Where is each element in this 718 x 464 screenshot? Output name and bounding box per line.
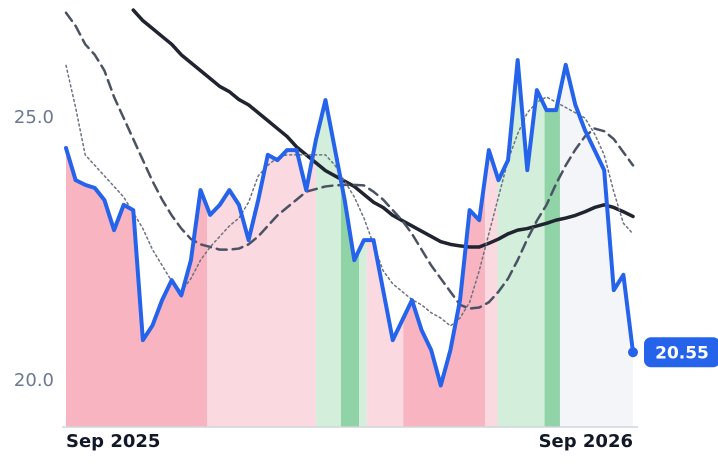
series-line (64, 11, 635, 310)
series-line (131, 8, 635, 249)
series-line (64, 58, 635, 388)
line-layer (64, 8, 635, 388)
regime-band (315, 60, 341, 427)
regime-band (359, 60, 367, 427)
regime-band (207, 60, 316, 427)
label-layer: 20.0 25.0 Sep 2025 Sep 2026 20.55 (14, 107, 718, 452)
last-value-label: 20.55 (655, 343, 709, 363)
regime-band (544, 60, 560, 427)
regime-band (403, 60, 486, 427)
regime-band (485, 60, 498, 427)
x-tick-label: Sep 2025 (66, 431, 160, 452)
last-value-badge (644, 337, 718, 368)
x-tick-label: Sep 2026 (539, 431, 633, 452)
regime-band (66, 60, 208, 427)
y-tick-label: 20.0 (14, 370, 54, 391)
regime-band (340, 60, 360, 427)
series-line (65, 64, 634, 327)
last-point (628, 347, 638, 358)
y-tick-label: 25.0 (14, 107, 54, 128)
